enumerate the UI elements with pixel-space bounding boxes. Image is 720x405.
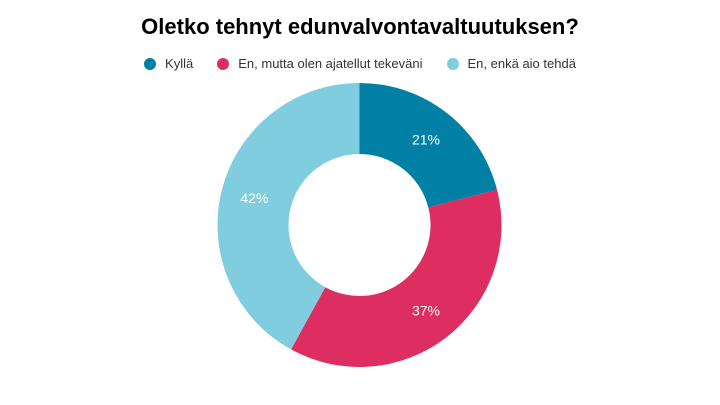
legend-label: En, enkä aio tehdä [467, 56, 576, 71]
slice-en-mutta[interactable] [291, 189, 502, 368]
chart-title: Oletko tehnyt edunvalvontavaltuutuksen? [141, 14, 579, 39]
legend-label: Kyllä [165, 56, 194, 71]
legend-item-kylla[interactable]: Kyllä [144, 56, 193, 71]
legend-item-en-enka[interactable]: En, enkä aio tehdä [446, 56, 576, 71]
legend-swatch-icon [217, 57, 230, 70]
donut-slices [217, 83, 502, 368]
slice-value-label: 42% [240, 190, 268, 206]
legend-item-en-mutta[interactable]: En, mutta olen ajatellut tekeväni [217, 56, 423, 71]
slice-value-label: 21% [412, 131, 440, 147]
legend-swatch-icon [446, 57, 459, 70]
legend-label: En, mutta olen ajatellut tekeväni [238, 56, 423, 71]
slice-en-enka[interactable] [217, 83, 360, 350]
slice-value-label: 37% [412, 303, 440, 319]
slice-kylla[interactable] [359, 83, 498, 208]
legend-swatch-icon [144, 57, 157, 70]
slice-labels: 21% 37% 42% [240, 131, 440, 318]
chart-legend: Kyllä En, mutta olen ajatellut tekeväni … [0, 56, 720, 71]
